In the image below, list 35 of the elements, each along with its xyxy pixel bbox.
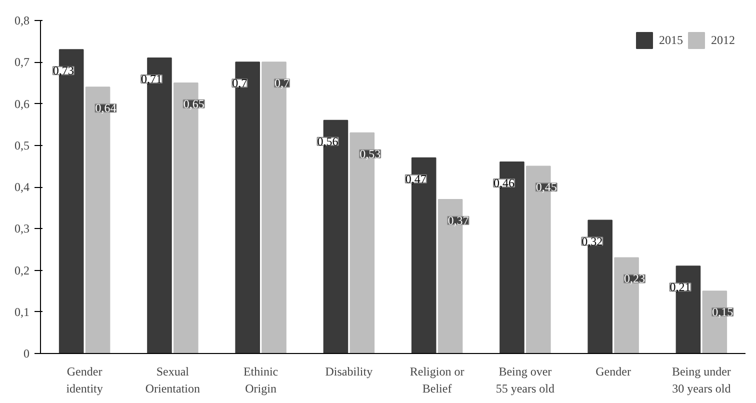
y-tick-label: 0,1 bbox=[14, 304, 30, 319]
y-tick-label: 0,2 bbox=[14, 263, 30, 278]
x-tick-label: Religion or Belief bbox=[410, 364, 464, 396]
data-label: 0,73 bbox=[52, 64, 74, 78]
data-label: 0,53 bbox=[360, 146, 381, 161]
legend-label: 2012 bbox=[711, 32, 735, 48]
data-label: 0,32 bbox=[582, 234, 603, 248]
data-label: 0,7 bbox=[232, 76, 248, 90]
x-tick-label: Being under 30 years old bbox=[672, 364, 731, 396]
data-label: 0,45 bbox=[536, 180, 557, 194]
data-label: 0,47 bbox=[405, 172, 426, 186]
data-label: 0,21 bbox=[670, 280, 691, 294]
y-tick-label: 0,7 bbox=[14, 55, 30, 70]
data-label: 0,71 bbox=[141, 72, 162, 86]
data-label: 0,37 bbox=[448, 213, 469, 228]
x-tick-label: Being over 55 years old bbox=[496, 364, 555, 396]
data-label: 0,7 bbox=[274, 76, 290, 90]
y-tick-label: 0,3 bbox=[14, 222, 30, 236]
data-label: 0,46 bbox=[494, 176, 515, 190]
y-tick-label: 0,4 bbox=[14, 180, 30, 194]
data-label: 0,64 bbox=[95, 101, 116, 116]
y-tick-label: 0,8 bbox=[14, 14, 30, 28]
y-tick-label: 0,6 bbox=[14, 96, 30, 111]
data-label: 0,56 bbox=[317, 134, 338, 148]
x-tick-label: Gender bbox=[596, 364, 631, 378]
data-label: 0,23 bbox=[624, 272, 645, 286]
y-tick-label: 0,5 bbox=[14, 138, 30, 152]
data-label: 0,65 bbox=[183, 96, 204, 111]
legend-label: 2015 bbox=[659, 32, 683, 48]
x-tick-label: Gender identity bbox=[66, 364, 103, 396]
x-tick-label: Sexual Orientation bbox=[145, 364, 200, 396]
y-tick-label: 0 bbox=[24, 346, 30, 360]
x-tick-label: Disability bbox=[325, 364, 373, 378]
data-label: 0,15 bbox=[712, 305, 734, 320]
x-tick-label: Ethinic Origin bbox=[243, 364, 278, 396]
